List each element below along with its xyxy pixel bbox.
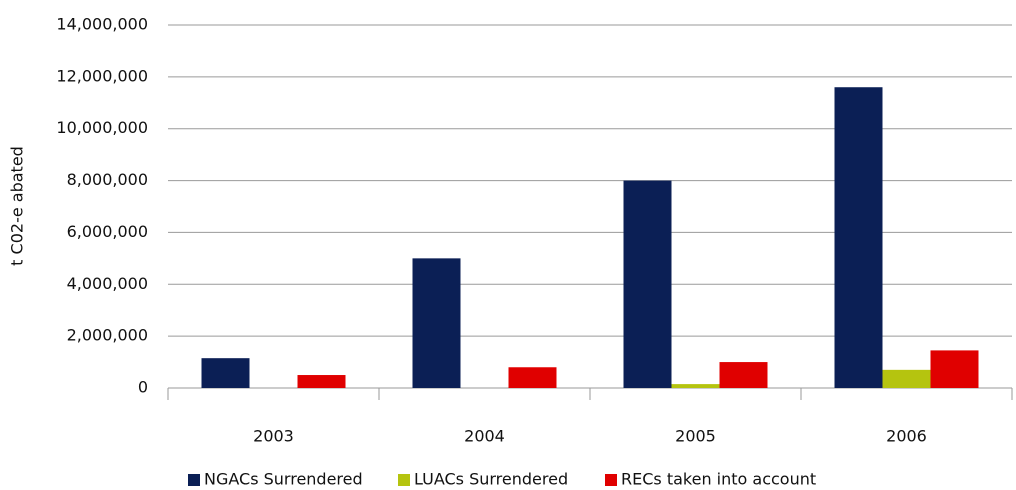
legend-label: LUACs Surrendered xyxy=(414,470,568,489)
legend-label: RECs taken into account xyxy=(621,470,816,489)
y-tick-label: 12,000,000 xyxy=(56,66,148,85)
x-tick-label: 2006 xyxy=(886,427,927,446)
bar xyxy=(201,358,250,388)
y-tick-label: 10,000,000 xyxy=(56,118,148,137)
y-tick-label: 6,000,000 xyxy=(67,222,148,241)
bar xyxy=(930,350,979,388)
y-tick-label: 2,000,000 xyxy=(67,326,148,345)
legend-swatch xyxy=(605,474,617,486)
y-tick-label: 8,000,000 xyxy=(67,170,148,189)
bar xyxy=(623,180,672,388)
legend-swatch xyxy=(188,474,200,486)
bar xyxy=(412,258,461,388)
y-tick-label: 14,000,000 xyxy=(56,15,148,34)
bar xyxy=(508,367,557,388)
legend-label: NGACs Surrendered xyxy=(204,470,363,489)
x-tick-label: 2003 xyxy=(253,427,294,446)
x-tick-label: 2004 xyxy=(464,427,505,446)
y-tick-label: 0 xyxy=(138,378,148,397)
bar xyxy=(297,375,346,388)
bar xyxy=(671,384,720,388)
bar xyxy=(719,362,768,388)
x-tick-label: 2005 xyxy=(675,427,716,446)
bar xyxy=(882,369,931,388)
legend-swatch xyxy=(398,474,410,486)
bar xyxy=(834,87,883,388)
y-axis-label: t C02-e abated xyxy=(8,146,27,266)
y-tick-label: 4,000,000 xyxy=(67,274,148,293)
